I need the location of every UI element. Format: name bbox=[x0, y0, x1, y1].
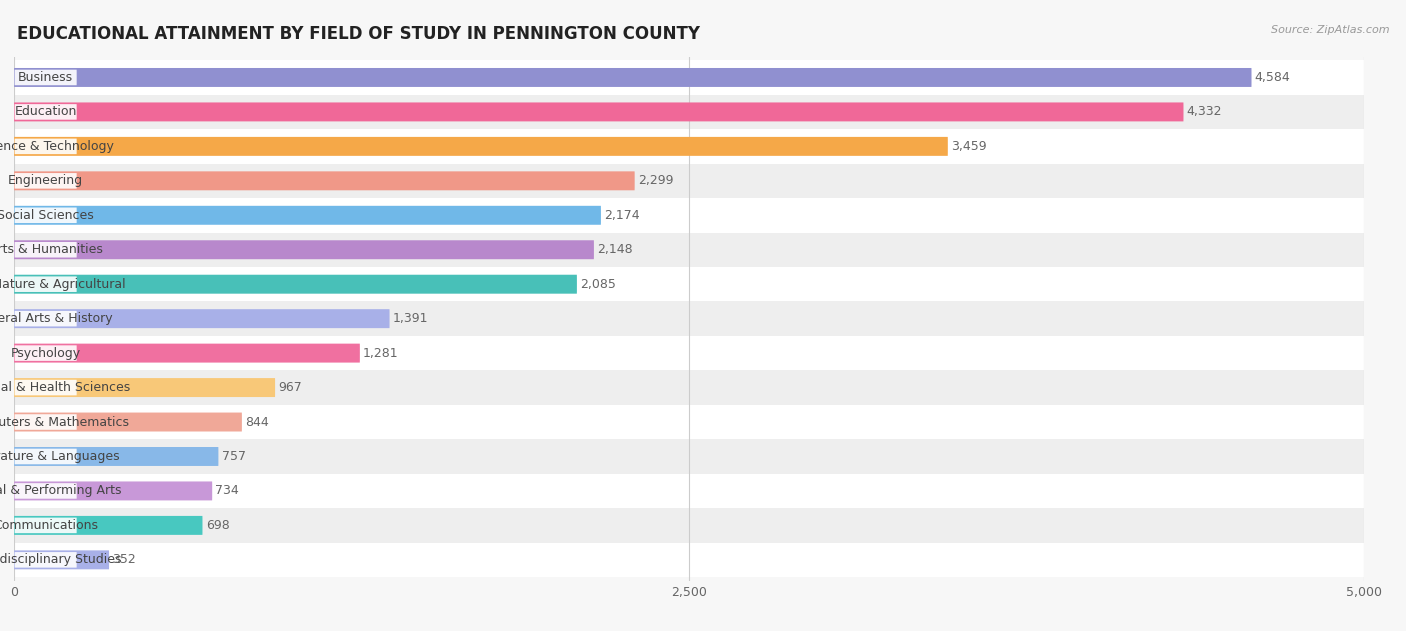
FancyBboxPatch shape bbox=[14, 206, 600, 225]
FancyBboxPatch shape bbox=[14, 274, 576, 293]
Bar bbox=[0, 232, 1406, 267]
FancyBboxPatch shape bbox=[14, 380, 77, 396]
FancyBboxPatch shape bbox=[14, 208, 77, 223]
Text: Psychology: Psychology bbox=[11, 346, 80, 360]
FancyBboxPatch shape bbox=[14, 413, 242, 432]
Text: Visual & Performing Arts: Visual & Performing Arts bbox=[0, 485, 122, 497]
Text: 967: 967 bbox=[278, 381, 302, 394]
Bar bbox=[0, 370, 1406, 405]
FancyBboxPatch shape bbox=[14, 483, 77, 498]
Text: 4,332: 4,332 bbox=[1187, 105, 1222, 119]
Text: Computers & Mathematics: Computers & Mathematics bbox=[0, 416, 129, 428]
Bar bbox=[0, 60, 1406, 95]
Bar bbox=[0, 95, 1406, 129]
FancyBboxPatch shape bbox=[14, 550, 110, 569]
Text: Engineering: Engineering bbox=[8, 174, 83, 187]
Bar bbox=[0, 439, 1406, 474]
Text: Arts & Humanities: Arts & Humanities bbox=[0, 243, 103, 256]
Text: 844: 844 bbox=[245, 416, 269, 428]
FancyBboxPatch shape bbox=[14, 552, 77, 568]
Text: 2,085: 2,085 bbox=[581, 278, 616, 291]
Text: Bio, Nature & Agricultural: Bio, Nature & Agricultural bbox=[0, 278, 127, 291]
Text: 2,299: 2,299 bbox=[638, 174, 673, 187]
FancyBboxPatch shape bbox=[14, 104, 77, 120]
Text: 1,391: 1,391 bbox=[392, 312, 429, 325]
Bar bbox=[0, 302, 1406, 336]
Bar bbox=[0, 198, 1406, 232]
Text: Science & Technology: Science & Technology bbox=[0, 140, 114, 153]
Text: 1,281: 1,281 bbox=[363, 346, 399, 360]
FancyBboxPatch shape bbox=[14, 447, 218, 466]
FancyBboxPatch shape bbox=[14, 137, 948, 156]
Text: 2,148: 2,148 bbox=[598, 243, 633, 256]
Text: Business: Business bbox=[18, 71, 73, 84]
FancyBboxPatch shape bbox=[14, 517, 77, 533]
FancyBboxPatch shape bbox=[14, 69, 77, 85]
Text: Education: Education bbox=[14, 105, 77, 119]
Bar bbox=[0, 163, 1406, 198]
Text: 698: 698 bbox=[205, 519, 229, 532]
Bar bbox=[0, 543, 1406, 577]
Text: Liberal Arts & History: Liberal Arts & History bbox=[0, 312, 112, 325]
Text: Communications: Communications bbox=[0, 519, 98, 532]
FancyBboxPatch shape bbox=[14, 276, 77, 292]
Bar bbox=[0, 336, 1406, 370]
FancyBboxPatch shape bbox=[14, 481, 212, 500]
FancyBboxPatch shape bbox=[14, 102, 1184, 121]
FancyBboxPatch shape bbox=[14, 449, 77, 464]
FancyBboxPatch shape bbox=[14, 309, 389, 328]
FancyBboxPatch shape bbox=[14, 516, 202, 535]
FancyBboxPatch shape bbox=[14, 344, 360, 363]
Text: Social Sciences: Social Sciences bbox=[0, 209, 94, 221]
FancyBboxPatch shape bbox=[14, 172, 634, 191]
Text: 757: 757 bbox=[222, 450, 246, 463]
Text: EDUCATIONAL ATTAINMENT BY FIELD OF STUDY IN PENNINGTON COUNTY: EDUCATIONAL ATTAINMENT BY FIELD OF STUDY… bbox=[17, 25, 700, 44]
Text: Literature & Languages: Literature & Languages bbox=[0, 450, 120, 463]
Text: 3,459: 3,459 bbox=[950, 140, 987, 153]
FancyBboxPatch shape bbox=[14, 240, 593, 259]
FancyBboxPatch shape bbox=[14, 68, 1251, 87]
Text: Source: ZipAtlas.com: Source: ZipAtlas.com bbox=[1271, 25, 1389, 35]
FancyBboxPatch shape bbox=[14, 415, 77, 430]
Text: 352: 352 bbox=[112, 553, 136, 567]
Bar bbox=[0, 267, 1406, 302]
Text: Multidisciplinary Studies: Multidisciplinary Studies bbox=[0, 553, 122, 567]
Text: Physical & Health Sciences: Physical & Health Sciences bbox=[0, 381, 131, 394]
FancyBboxPatch shape bbox=[14, 173, 77, 189]
Bar bbox=[0, 405, 1406, 439]
Bar bbox=[0, 474, 1406, 508]
Text: 2,174: 2,174 bbox=[605, 209, 640, 221]
FancyBboxPatch shape bbox=[14, 139, 77, 154]
Text: 4,584: 4,584 bbox=[1254, 71, 1291, 84]
Text: 734: 734 bbox=[215, 485, 239, 497]
FancyBboxPatch shape bbox=[14, 242, 77, 257]
Bar bbox=[0, 129, 1406, 163]
FancyBboxPatch shape bbox=[14, 378, 276, 397]
FancyBboxPatch shape bbox=[14, 311, 77, 326]
Bar bbox=[0, 508, 1406, 543]
FancyBboxPatch shape bbox=[14, 345, 77, 361]
